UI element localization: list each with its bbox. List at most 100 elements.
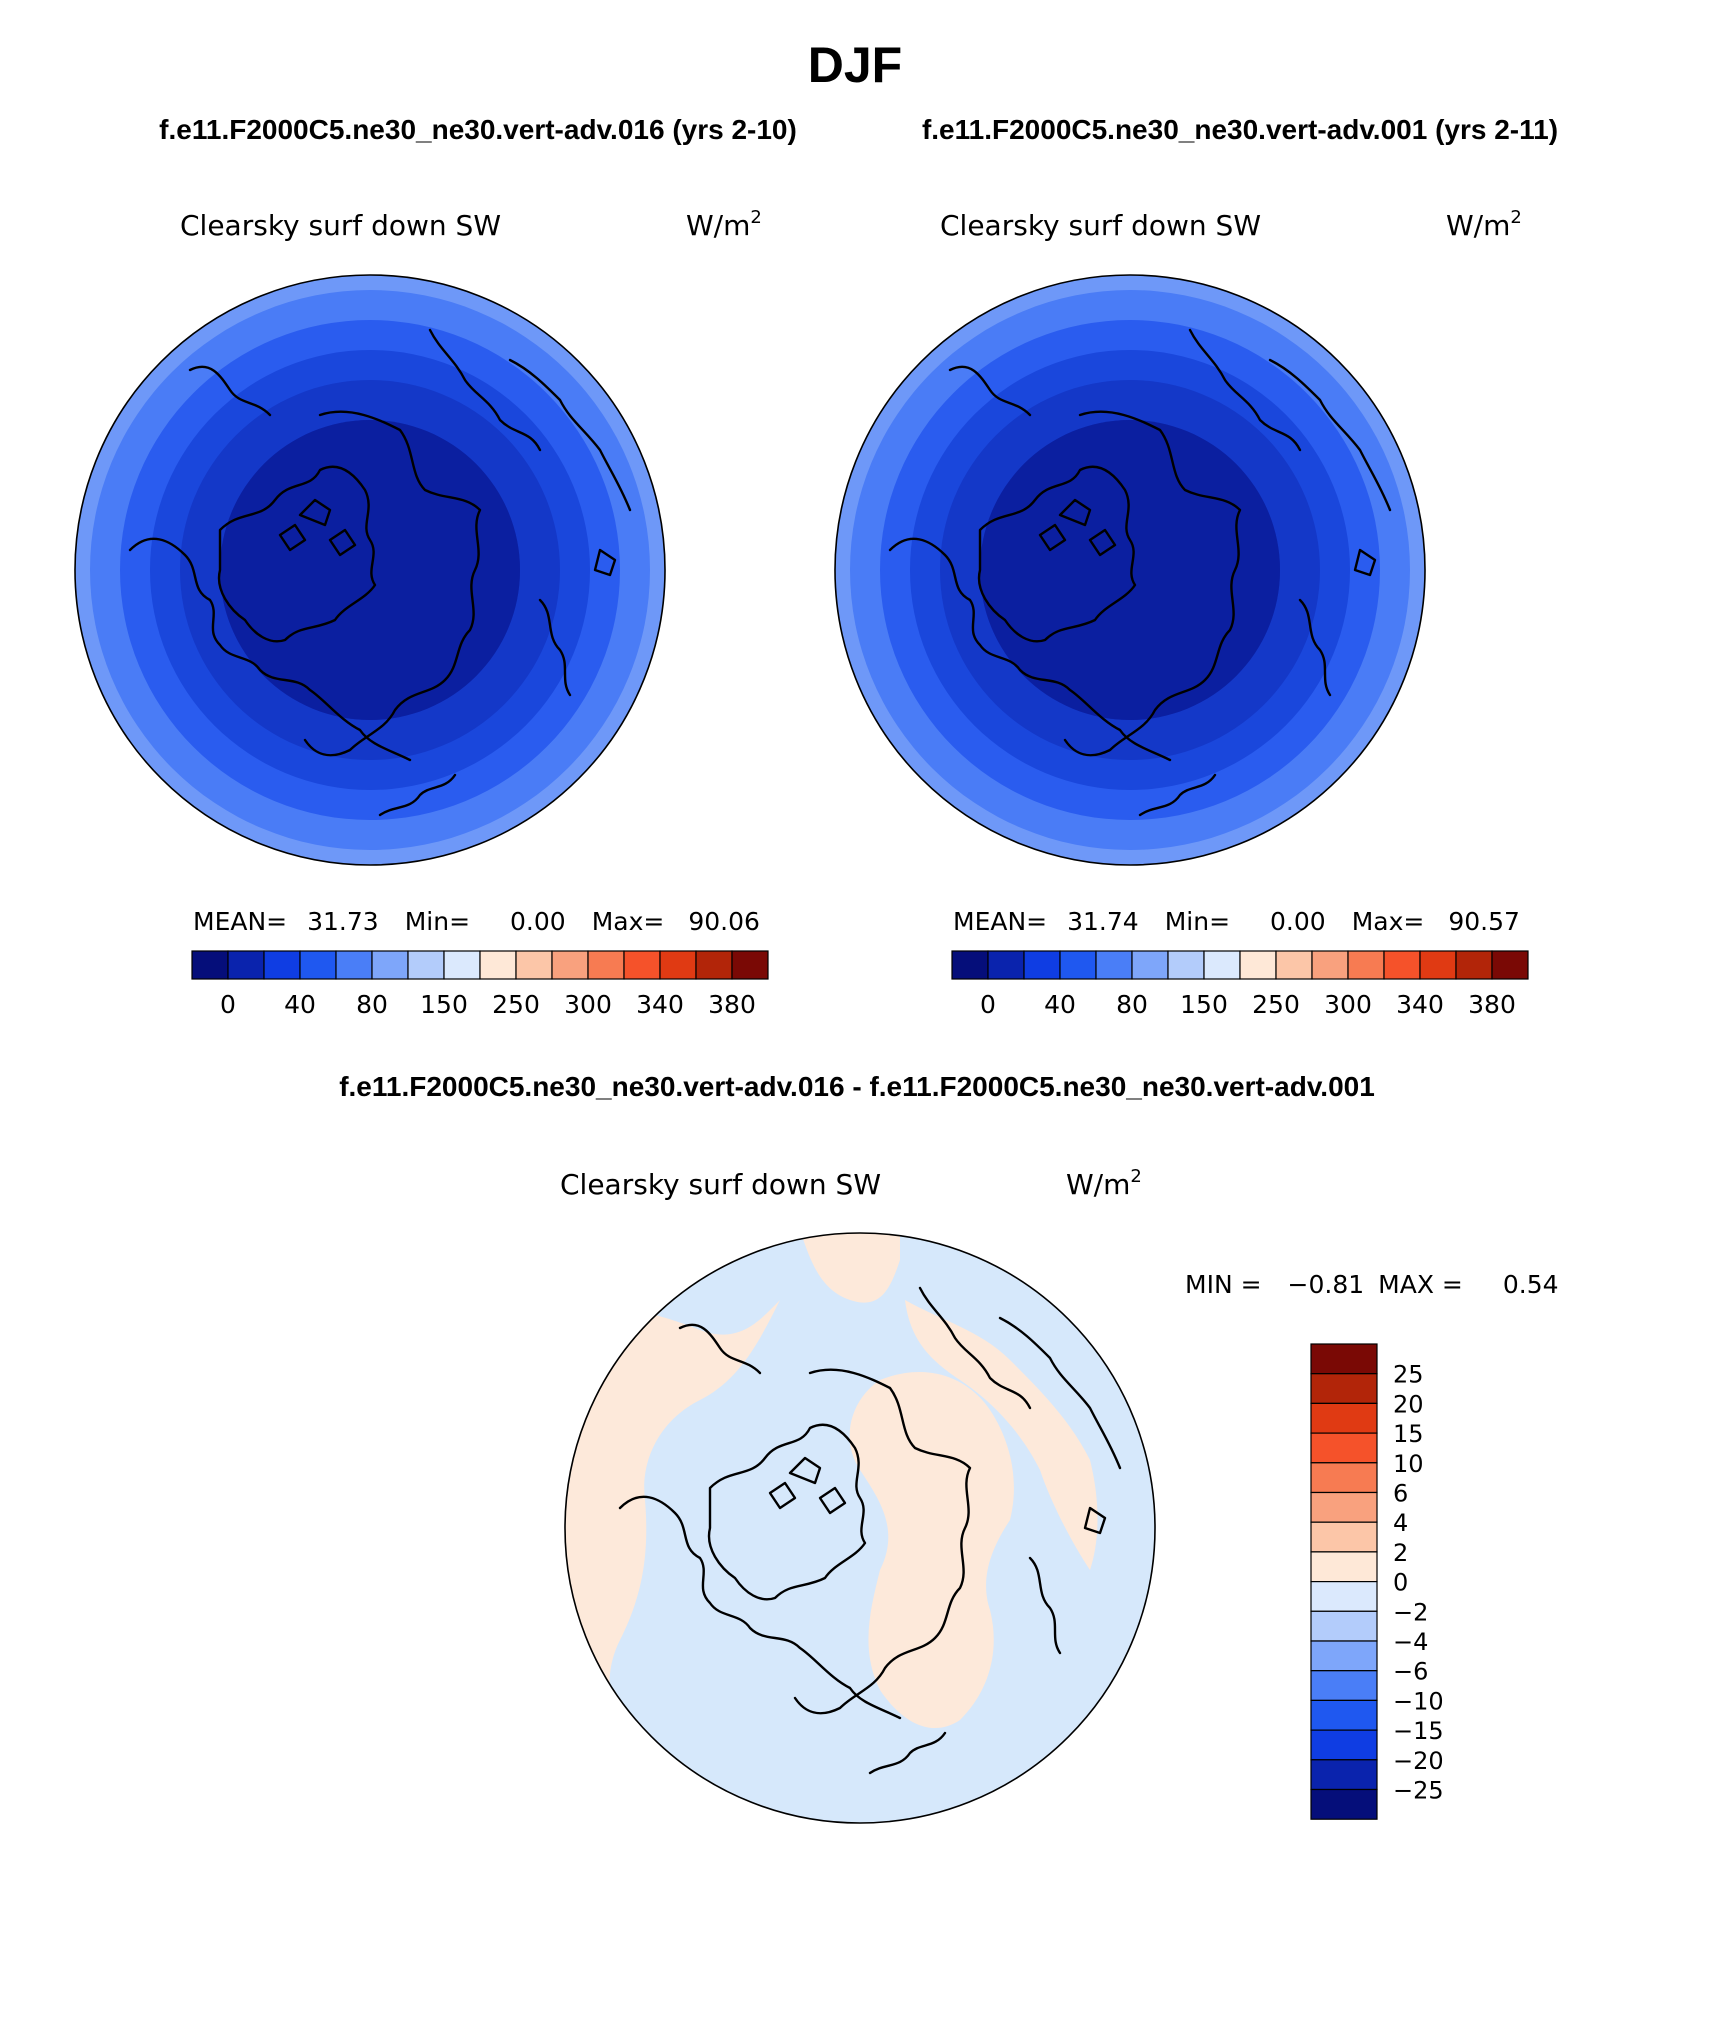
colorbar-swatch <box>407 950 445 980</box>
colorbar-swatch <box>1455 950 1493 980</box>
colorbar-label: 340 <box>636 990 684 1019</box>
colorbar-swatch <box>1383 950 1421 980</box>
colorbar-swatch <box>1491 950 1529 980</box>
colorbar-label: 20 <box>1393 1390 1424 1418</box>
colorbar-label: 300 <box>564 990 612 1019</box>
colorbar-swatch <box>1310 1462 1378 1494</box>
colorbar-swatch <box>479 950 517 980</box>
colorbar-swatch <box>1167 950 1205 980</box>
colorbar-swatch <box>1310 1580 1378 1612</box>
colorbar-swatch <box>1419 950 1457 980</box>
colorbar-swatch <box>227 950 265 980</box>
colorbar-right: 0 40 80 150 250 300 340 380 <box>951 950 1529 1019</box>
panel-left: Clearsky surf down SW W/m2 MEAN= 31.73 Min… <box>74 207 769 1019</box>
colorbar-swatch <box>1275 950 1313 980</box>
colorbar-swatch <box>987 950 1025 980</box>
colorbar-swatch <box>551 950 589 980</box>
panel-diff-stats: MIN = −0.81 MAX = 0.54 <box>1185 1270 1559 1299</box>
map-border <box>834 274 1426 866</box>
colorbar-swatch <box>1310 1432 1378 1464</box>
colorbar-label: 6 <box>1393 1480 1408 1508</box>
diff-positive-region <box>905 1300 1098 1570</box>
diff-positive-region <box>565 1233 900 1823</box>
colorbar-label: 80 <box>356 990 388 1019</box>
panel-right-variable: Clearsky surf down SW <box>940 209 1261 242</box>
colorbar-swatch <box>1059 950 1097 980</box>
colorbar-swatch <box>1311 950 1349 980</box>
colorbar-label: 15 <box>1393 1420 1424 1448</box>
colorbar-swatch <box>371 950 409 980</box>
colorbar-swatch <box>659 950 697 980</box>
diff-title: f.e11.F2000C5.ne30_ne30.vert-adv.016 - f… <box>339 1071 1375 1102</box>
panel-right-stats: MEAN= 31.74 Min= 0.00 Max= 90.57 <box>953 907 1520 936</box>
colorbar-swatch <box>1239 950 1277 980</box>
colorbar-left: 0 40 80 150 250 300 340 380 <box>191 950 769 1019</box>
colorbar-label: 340 <box>1396 990 1444 1019</box>
colorbar-swatch <box>731 950 769 980</box>
colorbar-label: 2 <box>1393 1539 1408 1567</box>
subtitle-left: f.e11.F2000C5.ne30_ne30.vert-adv.016 (yr… <box>159 114 797 145</box>
colorbar-swatch <box>263 950 301 980</box>
colorbar-swatch <box>191 950 229 980</box>
colorbar-label: 0 <box>1393 1569 1408 1597</box>
colorbar-label: −20 <box>1393 1747 1444 1775</box>
colorbar-swatch <box>587 950 625 980</box>
polar-map-diff <box>565 1233 1155 1823</box>
colorbar-swatch <box>695 950 733 980</box>
panel-diff-units: W/m2 <box>1066 1166 1142 1201</box>
colorbar-swatch <box>1310 1640 1378 1672</box>
colorbar-label: 250 <box>492 990 540 1019</box>
colorbar-swatch <box>1310 1343 1378 1375</box>
subtitle-right: f.e11.F2000C5.ne30_ne30.vert-adv.001 (yr… <box>922 114 1558 145</box>
colorbar-label: 380 <box>1468 990 1516 1019</box>
diff-positive-region <box>849 1371 1014 1729</box>
polar-map-right <box>835 275 1425 865</box>
colorbar-swatch <box>1310 1551 1378 1583</box>
colorbar-swatch <box>1310 1491 1378 1523</box>
map-border <box>564 1232 1156 1824</box>
panel-left-stats: MEAN= 31.73 Min= 0.00 Max= 90.06 <box>193 907 760 936</box>
panel-left-variable: Clearsky surf down SW <box>180 209 501 242</box>
colorbar-swatch <box>1310 1788 1378 1820</box>
colorbar-label: 150 <box>420 990 468 1019</box>
colorbar-label: −4 <box>1393 1628 1428 1656</box>
colorbar-swatch <box>1310 1699 1378 1731</box>
colorbar-label: 40 <box>1044 990 1076 1019</box>
colorbar-swatch <box>951 950 989 980</box>
colorbar-swatch <box>1310 1373 1378 1404</box>
colorbar-swatch <box>1310 1610 1378 1642</box>
colorbar-label: −2 <box>1393 1598 1428 1626</box>
colorbar-swatch <box>1203 950 1241 980</box>
colorbar-swatch <box>1023 950 1061 980</box>
colorbar-label: 150 <box>1180 990 1228 1019</box>
colorbar-label: 80 <box>1116 990 1148 1019</box>
colorbar-swatch <box>1310 1670 1378 1701</box>
colorbar-label: 4 <box>1393 1509 1408 1537</box>
panel-diff: Clearsky surf down SW W/m2 MIN = −0.81 MAX… <box>560 1166 1559 1824</box>
map-border <box>74 274 666 866</box>
colorbar-swatch <box>1310 1729 1378 1761</box>
colorbar-label: −10 <box>1393 1687 1444 1715</box>
colorbar-label: −25 <box>1393 1777 1444 1805</box>
colorbar-swatch <box>335 950 373 980</box>
colorbar-label: 10 <box>1393 1450 1424 1478</box>
colorbar-swatch <box>443 950 481 980</box>
colorbar-swatch <box>299 950 337 980</box>
panel-right: Clearsky surf down SW W/m2 MEAN= 31.74 Min… <box>834 207 1529 1019</box>
panel-right-units: W/m2 <box>1446 207 1522 242</box>
colorbar-label: 380 <box>708 990 756 1019</box>
panel-diff-variable: Clearsky surf down SW <box>560 1168 881 1201</box>
colorbar-label: −6 <box>1393 1658 1428 1686</box>
colorbar-label: 40 <box>284 990 316 1019</box>
colorbar-swatch <box>515 950 553 980</box>
colorbar-label: 25 <box>1393 1361 1424 1389</box>
polar-map-left <box>75 275 665 865</box>
colorbar-label: −15 <box>1393 1717 1444 1745</box>
colorbar-swatch <box>1310 1759 1378 1791</box>
figure-title: DJF <box>808 37 902 93</box>
colorbar-swatch <box>1347 950 1385 980</box>
colorbar-swatch <box>623 950 661 980</box>
colorbar-label: 0 <box>980 990 996 1019</box>
shading-band <box>220 420 520 720</box>
